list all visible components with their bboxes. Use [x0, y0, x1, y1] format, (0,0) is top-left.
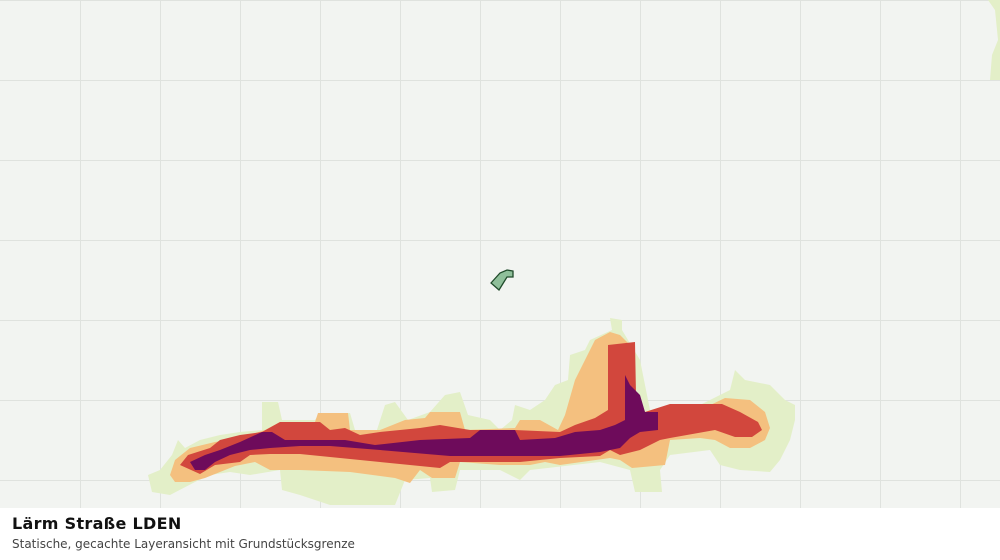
- map-background: [0, 0, 1000, 508]
- parcel-boundary: [490, 269, 514, 291]
- noise-zone-very-high: [190, 375, 658, 470]
- tile-grid: [0, 0, 1000, 508]
- map-title: Lärm Straße LDEN: [12, 514, 182, 533]
- map: [0, 0, 1000, 508]
- map-subtitle: Statische, gecachte Layeransicht mit Gru…: [12, 537, 355, 551]
- noise-zone-low: [988, 0, 1000, 80]
- caption: Lärm Straße LDEN Statische, gecachte Lay…: [0, 508, 1000, 560]
